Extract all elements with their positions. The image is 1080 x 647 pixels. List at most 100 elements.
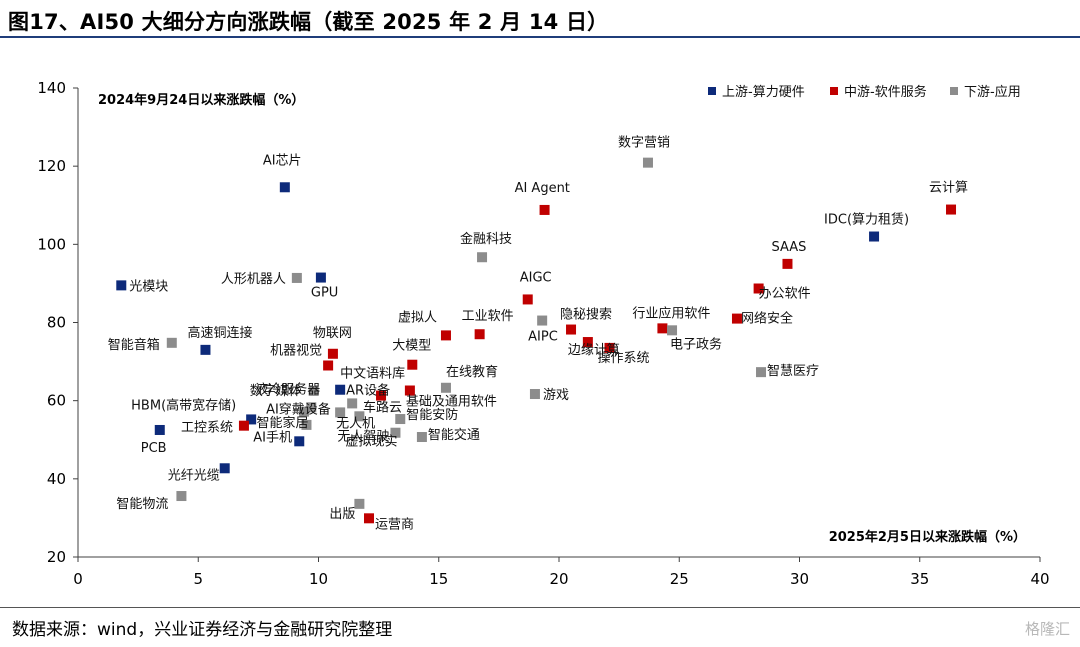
data-point [116,280,127,291]
point-label: AI芯片 [263,153,302,168]
point-label: 智慧医疗 [767,363,819,379]
legend-entry: 上游-算力硬件 [722,85,805,100]
point-label: AIGC [520,270,552,285]
data-point [390,427,401,438]
y-tick-label: 100 [37,235,66,253]
point-label: 云计算 [929,181,968,196]
y-tick-label: 20 [47,548,66,566]
data-point [308,385,319,396]
y-tick-label: 60 [47,392,66,410]
point-label: 无人机 [336,416,375,431]
point-label: 光模块 [129,279,168,294]
legend-entry: 下游-应用 [964,84,1021,100]
point-label: 大模型 [392,339,431,354]
data-point [782,258,793,269]
point-label: HBM(高带宽存储) [131,397,236,413]
point-label: 数字营销 [618,136,670,151]
data-point [440,330,451,341]
point-label: 智能音箱 [108,337,160,353]
x-tick-label: 30 [790,570,809,588]
point-label: 电子政务 [670,336,722,352]
data-point [529,389,540,400]
data-point [279,182,290,193]
data-point [301,419,312,430]
point-label: 游戏 [543,388,569,403]
data-point [376,390,387,401]
point-label: 虚拟现实 [345,435,397,450]
point-label: 工业软件 [462,309,514,324]
legend-swatch [950,87,958,95]
data-point [477,252,488,263]
legend-swatch [708,87,716,95]
point-label: 物联网 [313,326,352,341]
data-point [354,411,365,422]
data-point [238,420,249,431]
data-point [315,272,326,283]
data-point [869,231,880,242]
point-label: AI穿戴设备 [266,402,331,418]
data-point [731,313,742,324]
data-point [323,360,334,371]
data-point [946,204,957,215]
data-point [756,367,767,378]
point-label: 光纤光缆 [168,467,220,483]
data-point [642,157,653,168]
point-label: 人形机器人 [221,272,286,287]
data-point [354,498,365,509]
point-label: 高速铜连接 [187,325,252,341]
point-label: PCB [141,441,167,456]
point-label: 车路云 [363,400,402,416]
data-point [407,359,418,370]
data-point [335,384,346,395]
data-point [416,432,427,443]
x-tick-label: 10 [309,570,328,588]
data-point [395,414,406,425]
point-label: 操作系统 [598,350,650,366]
point-label: 无人驾驶 [337,429,389,444]
point-label: 中文语料库 [340,366,405,382]
data-point [474,329,485,340]
x-tick-label: 35 [910,570,929,588]
point-label: 出版 [329,507,355,522]
point-label: SAAS [771,240,806,255]
point-label: 办公软件 [759,286,811,301]
data-point [335,407,346,418]
point-label: 工控系统 [181,421,233,436]
data-point [657,323,668,334]
data-point [582,337,593,348]
y-tick-label: 40 [47,470,66,488]
point-label: 网络安全 [741,311,793,327]
scatter-chart: 0 5 10 15 20 25 30 35 40 20 40 60 80 100 120 140 AI芯片 GP… [37,79,1049,588]
data-point [537,315,548,326]
footer-divider [0,607,1080,608]
data-point [440,382,451,393]
x-tick-label: 5 [193,570,203,588]
data-point [176,491,187,502]
chart-legend: 上游-算力硬件 中游-软件服务 下游-应用 [708,84,1021,100]
data-point [522,294,533,305]
data-point [246,414,257,425]
data-source-note: 数据来源：wind，兴业证券经济与金融研究院整理 [12,620,393,640]
data-point [327,348,338,359]
point-label: 智能物流 [116,497,168,512]
data-point [347,398,358,409]
x-tick-label: 25 [670,570,689,588]
watermark-logo: 格隆汇 [1024,620,1070,638]
point-label: AI Agent [515,181,570,196]
point-label: AR设备 [346,382,390,398]
data-point [219,463,230,474]
point-label: 智能交通 [428,427,480,443]
data-point [667,325,678,336]
point-label: IDC(算力租赁) [824,213,909,228]
legend-swatch [830,87,838,95]
y-tick-label: 80 [47,314,66,332]
x-tick-label: 15 [429,570,448,588]
point-label: 金融科技 [460,231,512,247]
point-label: AI手机 [253,430,292,445]
title-divider [0,36,1080,38]
data-point [294,436,305,447]
y-tick-label: 140 [37,79,66,97]
point-label: 机器视觉 [270,343,322,358]
data-point [299,406,310,417]
